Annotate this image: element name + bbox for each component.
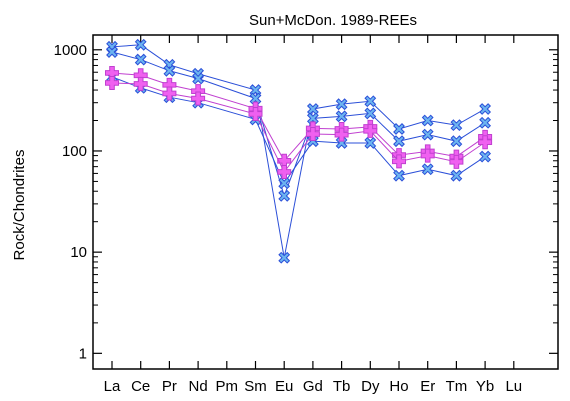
chart-title: Sun+McDon. 1989-REEs	[249, 12, 417, 29]
data-point	[421, 163, 434, 176]
data-point	[248, 106, 263, 121]
data-point	[305, 127, 320, 142]
plot-area-frame	[92, 34, 559, 370]
data-point	[134, 38, 147, 51]
y-axis-ticks: 1 10 100 1000	[54, 42, 558, 362]
x-tick-label-pr: Pr	[162, 378, 177, 395]
x-tick-label-eu: Eu	[275, 378, 293, 395]
data-point	[162, 86, 177, 101]
data-point	[364, 137, 377, 149]
data-point	[450, 135, 463, 148]
y-axis-label: Rock/Chondrites	[11, 150, 28, 261]
data-point	[421, 114, 434, 127]
data-point	[392, 154, 406, 169]
x-tick-label-ce: Ce	[131, 378, 150, 395]
data-point	[364, 107, 377, 120]
x-tick-label-yb: Yb	[476, 378, 494, 395]
data-point	[278, 177, 291, 190]
data-point	[277, 164, 292, 179]
data-point	[393, 135, 405, 148]
y-tick-label: 10	[70, 244, 87, 261]
data-point	[134, 53, 147, 66]
data-point	[306, 103, 319, 115]
x-tick-label-er: Er	[420, 378, 435, 395]
x-tick-label-nd: Nd	[189, 378, 208, 395]
data-point	[191, 91, 206, 106]
data-point	[334, 127, 349, 142]
data-point	[105, 75, 119, 90]
series-layer	[105, 38, 493, 264]
x-tick-label-dy: Dy	[361, 378, 380, 395]
data-point	[449, 154, 464, 169]
data-point	[278, 251, 291, 264]
data-point	[363, 123, 378, 138]
data-point	[420, 148, 435, 163]
data-point	[479, 116, 492, 129]
data-point	[192, 72, 205, 85]
data-point	[479, 150, 492, 163]
data-point	[163, 64, 176, 77]
x-tick-label-lu: Lu	[505, 378, 522, 395]
data-point	[393, 169, 405, 182]
y-tick-label: 100	[62, 143, 87, 160]
data-point	[478, 135, 493, 150]
x-axis-ticks: La Ce Pr Nd Pm Sm Eu Gd Tb Dy Ho Er Tm Yb Lu	[104, 35, 522, 395]
x-tick-label-tm: Tm	[446, 378, 468, 395]
data-point	[450, 119, 463, 132]
y-tick-label: 1000	[54, 42, 87, 59]
data-point	[421, 128, 434, 141]
data-point	[364, 95, 377, 108]
data-point	[306, 112, 319, 125]
data-point	[106, 46, 118, 58]
y-tick-label: 1	[79, 345, 87, 362]
x-tick-label-la: La	[104, 378, 121, 395]
x-tick-label-tb: Tb	[333, 378, 351, 395]
data-point	[133, 76, 148, 91]
x-tick-label-pm: Pm	[216, 378, 239, 395]
series-4	[105, 65, 493, 168]
data-point	[249, 84, 262, 96]
data-point	[335, 110, 348, 123]
series-2	[106, 46, 492, 202]
data-point	[393, 123, 405, 135]
x-tick-label-ho: Ho	[389, 378, 408, 395]
series-5	[105, 75, 493, 179]
data-point	[335, 98, 348, 111]
data-point	[479, 103, 492, 115]
series-3	[106, 70, 492, 190]
data-point	[450, 169, 463, 182]
x-tick-label-gd: Gd	[303, 378, 323, 395]
x-tick-label-sm: Sm	[244, 378, 267, 395]
data-point	[278, 189, 291, 202]
data-point	[249, 92, 262, 105]
